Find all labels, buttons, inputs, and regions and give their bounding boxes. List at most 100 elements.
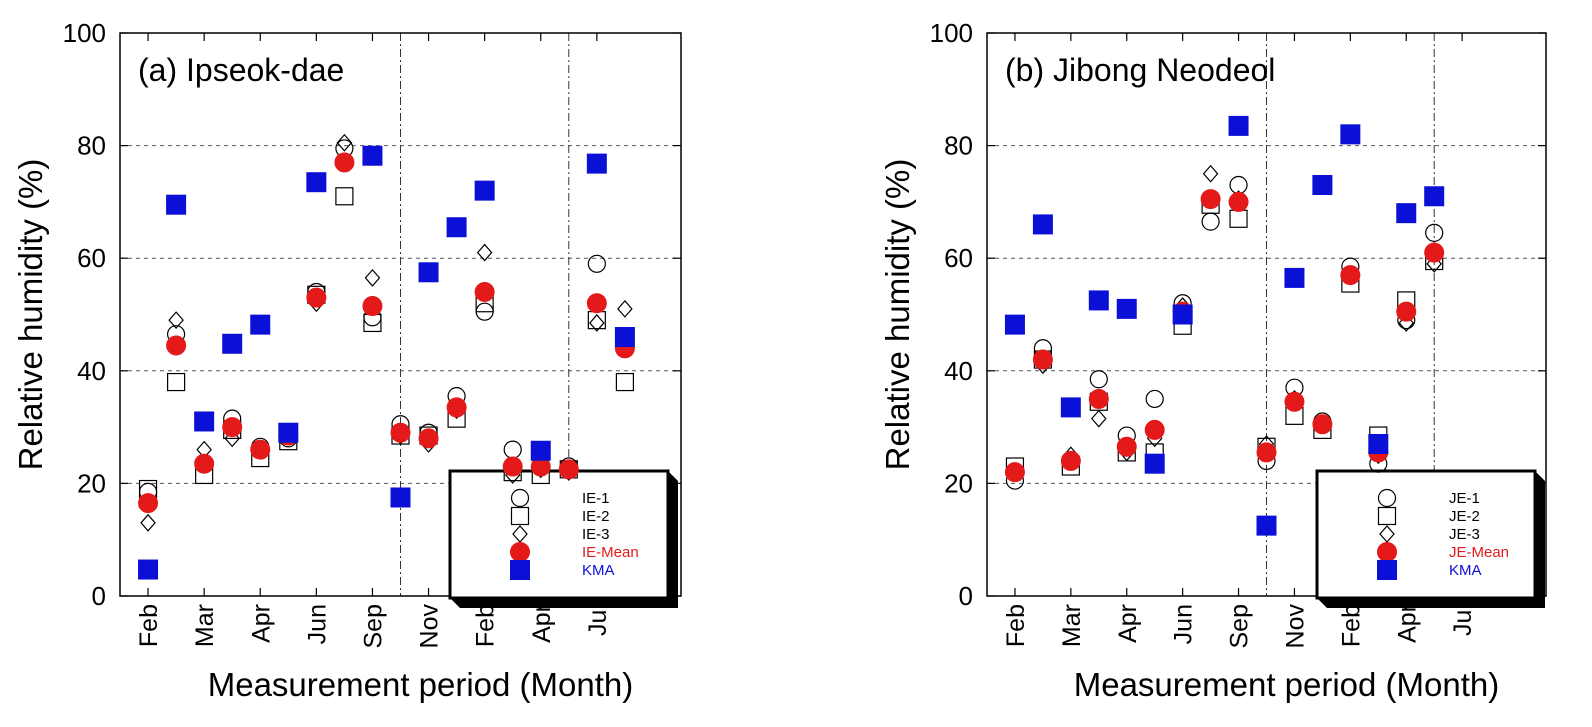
x-tick-label: Feb [472,604,500,647]
legend-label: JE-3 [1449,526,1480,543]
data-point [1202,164,1219,183]
y-tick-label: 60 [944,243,973,273]
data-point [250,314,271,335]
legend-label: IE-1 [582,490,610,507]
data-point [1229,209,1248,228]
data-point [1200,189,1221,210]
legend-label: JE-Mean [1449,544,1509,561]
data-point [502,456,523,477]
data-point [617,299,633,318]
data-point [1228,191,1249,212]
panel-title: (a) Ipseok-dae [138,52,344,88]
data-point [1340,265,1361,286]
data-point [140,513,156,532]
x-tick-label: Feb [1002,604,1030,647]
data-point [1116,298,1137,319]
data-point [362,296,383,317]
y-axis-title: Relative humidity (%) [879,159,916,471]
chart-panel-b: 0 20 40 60 80 100 Feb Mar Apr Jun Sep Nov Feb Apr Jul M… [879,18,1547,703]
data-point [446,217,467,238]
data-point [503,440,522,459]
data-point [1425,223,1444,242]
data-point [615,372,635,392]
data-point [474,180,495,201]
data-point [1396,203,1417,224]
data-point [167,372,186,392]
data-point [1144,419,1165,440]
y-tick-label: 20 [944,468,973,498]
data-point [587,254,606,273]
data-point [418,262,439,283]
data-point [1312,414,1333,435]
data-point [1284,391,1305,412]
x-tick-label: Apr [247,604,275,643]
data-point [1256,442,1277,463]
y-tick-label: 100 [63,18,106,48]
x-tick-label: Apr [528,604,556,643]
data-point [476,243,493,262]
data-point [1145,389,1164,409]
x-tick-label: Jun [1170,604,1198,644]
x-tick-label: Jul [584,604,612,636]
x-tick-label: Feb [1337,604,1365,647]
legend-marker [1377,542,1397,562]
data-point [1284,267,1305,288]
data-point [1060,397,1081,418]
legend-marker [510,560,530,580]
y-axis-title: Relative humidity (%) [12,159,49,471]
legend-label: IE-Mean [582,544,639,561]
x-tick-label: Mar [191,604,219,647]
series-je-3 [1007,164,1442,482]
y-tick-label: 80 [944,131,973,161]
data-point [1088,388,1109,409]
data-point [1201,212,1220,231]
data-point [586,293,607,314]
series-ie-1 [138,139,635,501]
data-point [586,153,607,174]
legend-marker [510,488,530,508]
data-point [1089,370,1108,389]
legend-marker [510,506,530,526]
data-point [1144,453,1165,474]
data-point [1032,349,1053,370]
data-point [589,314,605,332]
plot-frame [119,32,682,597]
data-point [530,440,551,461]
x-tick-label: Apr [1393,604,1421,643]
legend [1315,469,1537,600]
series-kma [138,145,635,580]
data-point [1032,214,1053,235]
plot-frame [986,32,1547,597]
data-point [166,335,187,356]
x-tick-label: Jun [303,604,331,644]
data-point [1228,115,1249,136]
x-axis-title: Measurement period (Month) [208,666,634,703]
data-point [362,145,383,166]
data-point [1312,175,1333,196]
legend-marker [510,542,530,562]
data-point [1424,242,1445,263]
data-point [1172,304,1193,325]
data-point [558,459,579,480]
data-point [614,327,635,348]
data-point [138,493,159,514]
data-point [1116,436,1137,457]
legend-marker [1377,560,1397,580]
legend-marker [1377,506,1397,526]
series-je-2 [1005,195,1444,476]
series-kma [1004,115,1445,536]
x-tick-label: Jul [1449,604,1477,636]
data-point [1396,301,1417,322]
y-tick-label: 0 [92,581,106,611]
data-point [474,281,495,302]
data-point [250,439,271,460]
data-point [1368,433,1389,454]
legend-label: IE-2 [582,508,610,525]
legend [448,469,670,600]
data-point [336,133,353,152]
y-tick-label: 0 [959,581,973,611]
data-point [166,194,187,215]
y-tick-label: 40 [944,356,973,386]
data-point [222,333,243,354]
